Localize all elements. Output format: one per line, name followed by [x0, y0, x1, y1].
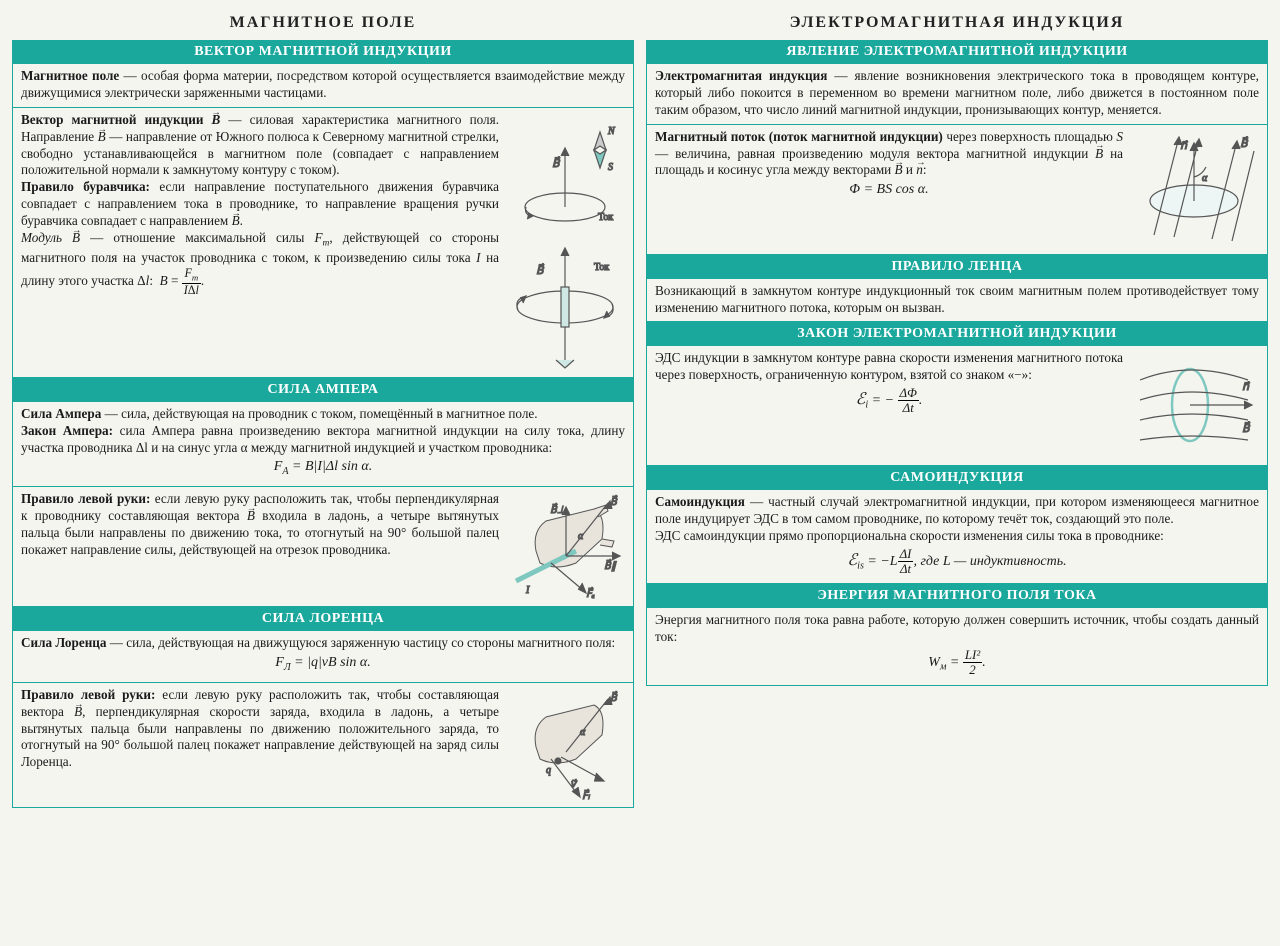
header-lorentz: СИЛА ЛОРЕНЦА [13, 608, 633, 630]
formula-lorentz: FЛ = |q|vB sin α. [21, 652, 625, 677]
t: Правило буравчика: [21, 179, 159, 194]
section-faraday: ЗАКОН ЭЛЕКТРОМАГНИТНОЙ ИНДУКЦИИ ЭДС инду… [646, 322, 1268, 466]
section-vector: ВЕКТОР МАГНИТНОЙ ИНДУКЦИИ Магнитное поле… [12, 40, 634, 378]
formula-energy: Wм = LI²2. [655, 646, 1259, 679]
svg-text:I: I [525, 585, 530, 596]
formula-self: ℰis = −LΔIΔt, где L — индуктивность. [655, 545, 1259, 578]
t: ЭДС самоиндукции прямо пропорциональна с… [655, 528, 1164, 543]
svg-text:B⃗: B⃗ [536, 263, 545, 277]
left-column: МАГНИТНОЕ ПОЛЕ ВЕКТОР МАГНИТНОЙ ИНДУКЦИИ… [12, 8, 634, 808]
block-lenz: Возникающий в замкнутом контуре индукцио… [647, 278, 1267, 322]
section-emi: ЯВЛЕНИЕ ЭЛЕКТРОМАГНИТНОЙ ИНДУКЦИИ Электр… [646, 40, 1268, 255]
section-lenz: ПРАВИЛО ЛЕНЦА Возникающий в замкнутом ко… [646, 255, 1268, 323]
svg-text:N: N [607, 126, 616, 137]
section-energy: ЭНЕРГИЯ МАГНИТНОГО ПОЛЯ ТОКА Энергия маг… [646, 584, 1268, 685]
t: Модуль [21, 230, 72, 245]
fig-lefthand-ampere: B⃗ B⃗⊥ B⃗∥ F⃗ₐ I α [505, 491, 625, 601]
block-def: Магнитное поле — особая форма материи, п… [13, 63, 633, 107]
t: ЭДС индукции в замкнутом контуре равна с… [655, 350, 1123, 382]
svg-text:Ток: Ток [598, 212, 613, 223]
header-vector: ВЕКТОР МАГНИТНОЙ ИНДУКЦИИ [13, 41, 633, 63]
svg-text:B⃗∥: B⃗∥ [604, 559, 617, 572]
header-emi: ЯВЛЕНИЕ ЭЛЕКТРОМАГНИТНОЙ ИНДУКЦИИ [647, 41, 1267, 63]
header-lenz: ПРАВИЛО ЛЕНЦА [647, 256, 1267, 278]
t: — сила, действующая на движущуюся заряже… [106, 635, 615, 650]
t: — сила, действующая на проводник с током… [101, 406, 537, 421]
t: Магнитный поток (поток магнитной индукци… [655, 129, 946, 144]
svg-text:Ток: Ток [594, 262, 609, 273]
block-emi1: Электромагнитая индукция — явление возни… [647, 63, 1267, 124]
fig-compass: B⃗ N S Ток То [505, 112, 625, 372]
fig-faraday: n⃗ B⃗ [1129, 350, 1259, 460]
svg-text:F⃗ₗ: F⃗ₗ [582, 789, 591, 802]
svg-text:α: α [1202, 173, 1208, 184]
t: Правило левой руки: [21, 687, 162, 702]
block-bvec: Вектор магнитной индукции B — силовая ха… [13, 107, 633, 377]
svg-text:F⃗ₐ: F⃗ₐ [586, 587, 595, 600]
t: — частный случай электромагнитной индукц… [655, 494, 1259, 526]
svg-text:B⃗: B⃗ [1242, 421, 1251, 435]
svg-text:S: S [608, 162, 613, 173]
header-ampere: СИЛА АМПЕРА [13, 379, 633, 401]
title-right: ЭЛЕКТРОМАГНИТНАЯ ИНДУКЦИЯ [646, 8, 1268, 40]
formula-flux: Φ = BS cos α. [655, 179, 1123, 201]
header-energy: ЭНЕРГИЯ МАГНИТНОГО ПОЛЯ ТОКА [647, 585, 1267, 607]
block-amp2: Правило левой руки: если левую руку расп… [13, 486, 633, 606]
header-self: САМОИНДУКЦИЯ [647, 467, 1267, 489]
block-energy: Энергия магнитного поля тока равна работ… [647, 607, 1267, 684]
fig-flux: n⃗ B⃗ α [1129, 129, 1259, 249]
block-lor2: Правило левой руки: если левую руку расп… [13, 682, 633, 807]
section-self: САМОИНДУКЦИЯ Самоиндукция — частный случ… [646, 466, 1268, 584]
block-self: Самоиндукция — частный случай электромаг… [647, 489, 1267, 583]
t: Возникающий в замкнутом контуре индукцио… [655, 283, 1259, 317]
formula-ampere: FA = B|I|Δl sin α. [21, 456, 625, 481]
fig-lefthand-lorentz: B⃗ v⃗ F⃗ₗ q α [505, 687, 625, 802]
section-lorentz: СИЛА ЛОРЕНЦА Сила Лоренца — сила, действ… [12, 607, 634, 808]
t: Закон Ампера: [21, 423, 120, 438]
section-ampere: СИЛА АМПЕРА Сила Ампера — сила, действую… [12, 378, 634, 607]
svg-text:B⃗: B⃗ [1240, 136, 1249, 150]
svg-text:B⃗: B⃗ [552, 156, 561, 170]
block-faraday: ЭДС индукции в замкнутом контуре равна с… [647, 345, 1267, 465]
svg-text:n⃗: n⃗ [1180, 140, 1188, 152]
svg-text:B⃗⊥: B⃗⊥ [550, 503, 566, 516]
svg-text:α: α [580, 727, 586, 738]
svg-text:B⃗: B⃗ [610, 691, 618, 704]
t: — отношение максимальной силы Fm, действ… [21, 230, 499, 288]
header-faraday: ЗАКОН ЭЛЕКТРОМАГНИТНОЙ ИНДУКЦИИ [647, 323, 1267, 345]
svg-text:q: q [546, 765, 551, 776]
t: , где L — индуктивность. [913, 554, 1066, 569]
title-left: МАГНИТНОЕ ПОЛЕ [12, 8, 634, 40]
t: Правило левой руки: [21, 491, 155, 506]
formula-faraday: ℰi = − ΔΦΔt. [655, 384, 1123, 417]
block-lor1: Сила Лоренца — сила, действующая на движ… [13, 630, 633, 682]
svg-text:n⃗: n⃗ [1242, 381, 1250, 393]
block-amp1: Сила Ампера — сила, действующая на прово… [13, 401, 633, 486]
svg-text:α: α [578, 531, 584, 542]
right-column: ЭЛЕКТРОМАГНИТНАЯ ИНДУКЦИЯ ЯВЛЕНИЕ ЭЛЕКТР… [646, 8, 1268, 808]
block-emi2: Магнитный поток (поток магнитной индукци… [647, 124, 1267, 254]
svg-text:B⃗: B⃗ [610, 495, 618, 508]
t: Энергия магнитного поля тока равна работ… [655, 612, 1259, 644]
